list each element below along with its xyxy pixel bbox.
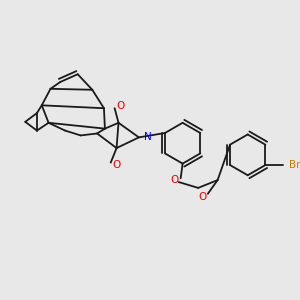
Text: Br: Br [289,160,300,170]
Text: O: O [171,175,179,185]
Text: O: O [112,160,121,170]
Text: O: O [198,192,206,202]
Text: O: O [116,101,124,111]
Text: N: N [144,132,152,142]
